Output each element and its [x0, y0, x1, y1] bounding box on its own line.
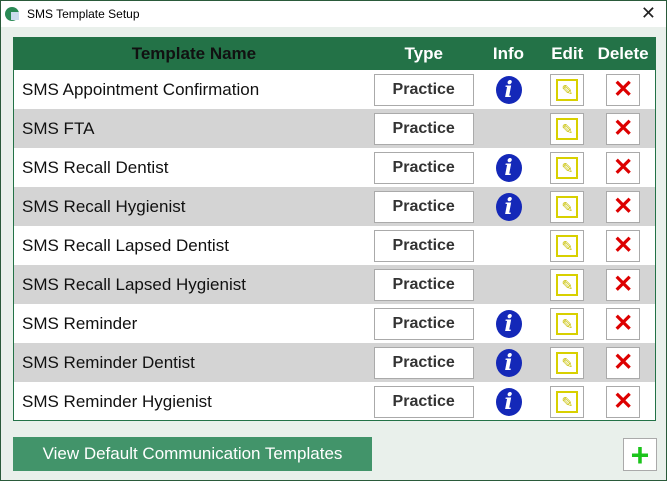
delete-button[interactable]: ✕ [606, 268, 641, 301]
delete-x-icon: ✕ [613, 232, 634, 259]
table-row[interactable]: SMS Appointment Confirmation Practice i … [14, 70, 655, 109]
app-icon [5, 7, 19, 21]
type-button[interactable]: Practice [373, 190, 474, 223]
delete-x-icon: ✕ [613, 310, 634, 337]
delete-button[interactable]: ✕ [606, 73, 641, 106]
delete-x-icon: ✕ [613, 154, 634, 181]
info-icon[interactable]: i [495, 387, 522, 416]
delete-x-icon: ✕ [613, 388, 634, 415]
window-title: SMS Template Setup [27, 7, 140, 21]
plus-icon: + [630, 436, 650, 473]
header-info: Info [492, 44, 525, 63]
type-button[interactable]: Practice [373, 229, 474, 262]
template-name: SMS Recall Lapsed Dentist [22, 235, 229, 255]
header-name: Template Name [131, 44, 257, 63]
template-name: SMS Recall Hygienist [22, 196, 186, 216]
template-name: SMS Reminder Hygienist [22, 391, 212, 411]
edit-icon: ✎ [556, 234, 579, 257]
table-row[interactable]: SMS Reminder Dentist Practice i ✎ ✕ [14, 343, 655, 382]
type-button[interactable]: Practice [373, 346, 474, 379]
header-type: Type [404, 44, 443, 63]
template-name: SMS Reminder Dentist [22, 352, 195, 372]
info-icon[interactable]: i [495, 192, 522, 221]
header-delete: Delete [597, 44, 649, 63]
table-header: Template Name Type Info Edit Delete [14, 38, 655, 70]
edit-icon: ✎ [556, 312, 579, 335]
edit-button[interactable]: ✎ [550, 229, 585, 262]
edit-icon: ✎ [556, 78, 579, 101]
edit-button[interactable]: ✎ [550, 268, 585, 301]
delete-button[interactable]: ✕ [606, 229, 641, 262]
edit-button[interactable]: ✎ [550, 307, 585, 340]
close-icon[interactable]: ✕ [640, 3, 656, 23]
table-row[interactable]: SMS Recall Lapsed Dentist Practice ✎ ✕ [14, 226, 655, 265]
edit-button[interactable]: ✎ [550, 73, 585, 106]
template-name: SMS Appointment Confirmation [22, 79, 260, 99]
delete-button[interactable]: ✕ [606, 346, 641, 379]
table-row[interactable]: SMS FTA Practice ✎ ✕ [14, 109, 655, 148]
table-row[interactable]: SMS Recall Lapsed Hygienist Practice ✎ ✕ [14, 265, 655, 304]
type-button[interactable]: Practice [373, 151, 474, 184]
info-icon[interactable]: i [495, 348, 522, 377]
title-bar: SMS Template Setup ✕ [1, 1, 666, 27]
templates-table: Template Name Type Info Edit Delete SMS … [13, 37, 656, 421]
delete-button[interactable]: ✕ [606, 385, 641, 418]
table-row[interactable]: SMS Reminder Practice i ✎ ✕ [14, 304, 655, 343]
edit-icon: ✎ [556, 390, 579, 413]
template-name: SMS FTA [22, 118, 95, 138]
type-button[interactable]: Practice [373, 307, 474, 340]
type-button[interactable]: Practice [373, 268, 474, 301]
delete-x-icon: ✕ [613, 271, 634, 298]
table-row[interactable]: SMS Recall Hygienist Practice i ✎ ✕ [14, 187, 655, 226]
delete-x-icon: ✕ [613, 193, 634, 220]
edit-button[interactable]: ✎ [550, 112, 585, 145]
delete-button[interactable]: ✕ [606, 307, 641, 340]
type-button[interactable]: Practice [373, 112, 474, 145]
delete-button[interactable]: ✕ [606, 190, 641, 223]
type-button[interactable]: Practice [373, 73, 474, 106]
template-name: SMS Recall Dentist [22, 157, 169, 177]
info-icon[interactable]: i [495, 309, 522, 338]
edit-button[interactable]: ✎ [550, 346, 585, 379]
edit-icon: ✎ [556, 156, 579, 179]
delete-button[interactable]: ✕ [606, 112, 641, 145]
edit-icon: ✎ [556, 351, 579, 374]
edit-button[interactable]: ✎ [550, 385, 585, 418]
edit-icon: ✎ [556, 117, 579, 140]
table-row[interactable]: SMS Reminder Hygienist Practice i ✎ ✕ [14, 382, 655, 421]
info-icon[interactable]: i [495, 75, 522, 104]
edit-button[interactable]: ✎ [550, 190, 585, 223]
header-edit: Edit [551, 44, 584, 63]
table-row[interactable]: SMS Recall Dentist Practice i ✎ ✕ [14, 148, 655, 187]
edit-icon: ✎ [556, 273, 579, 296]
template-name: SMS Reminder [22, 313, 138, 333]
delete-button[interactable]: ✕ [606, 151, 641, 184]
delete-x-icon: ✕ [613, 115, 634, 142]
template-name: SMS Recall Lapsed Hygienist [22, 274, 246, 294]
delete-x-icon: ✕ [613, 76, 634, 103]
info-icon[interactable]: i [495, 153, 522, 182]
delete-x-icon: ✕ [613, 349, 634, 376]
edit-button[interactable]: ✎ [550, 151, 585, 184]
add-template-button[interactable]: + [623, 438, 657, 471]
edit-icon: ✎ [556, 195, 579, 218]
type-button[interactable]: Practice [373, 385, 474, 418]
view-default-templates-button[interactable]: View Default Communication Templates [13, 437, 372, 471]
